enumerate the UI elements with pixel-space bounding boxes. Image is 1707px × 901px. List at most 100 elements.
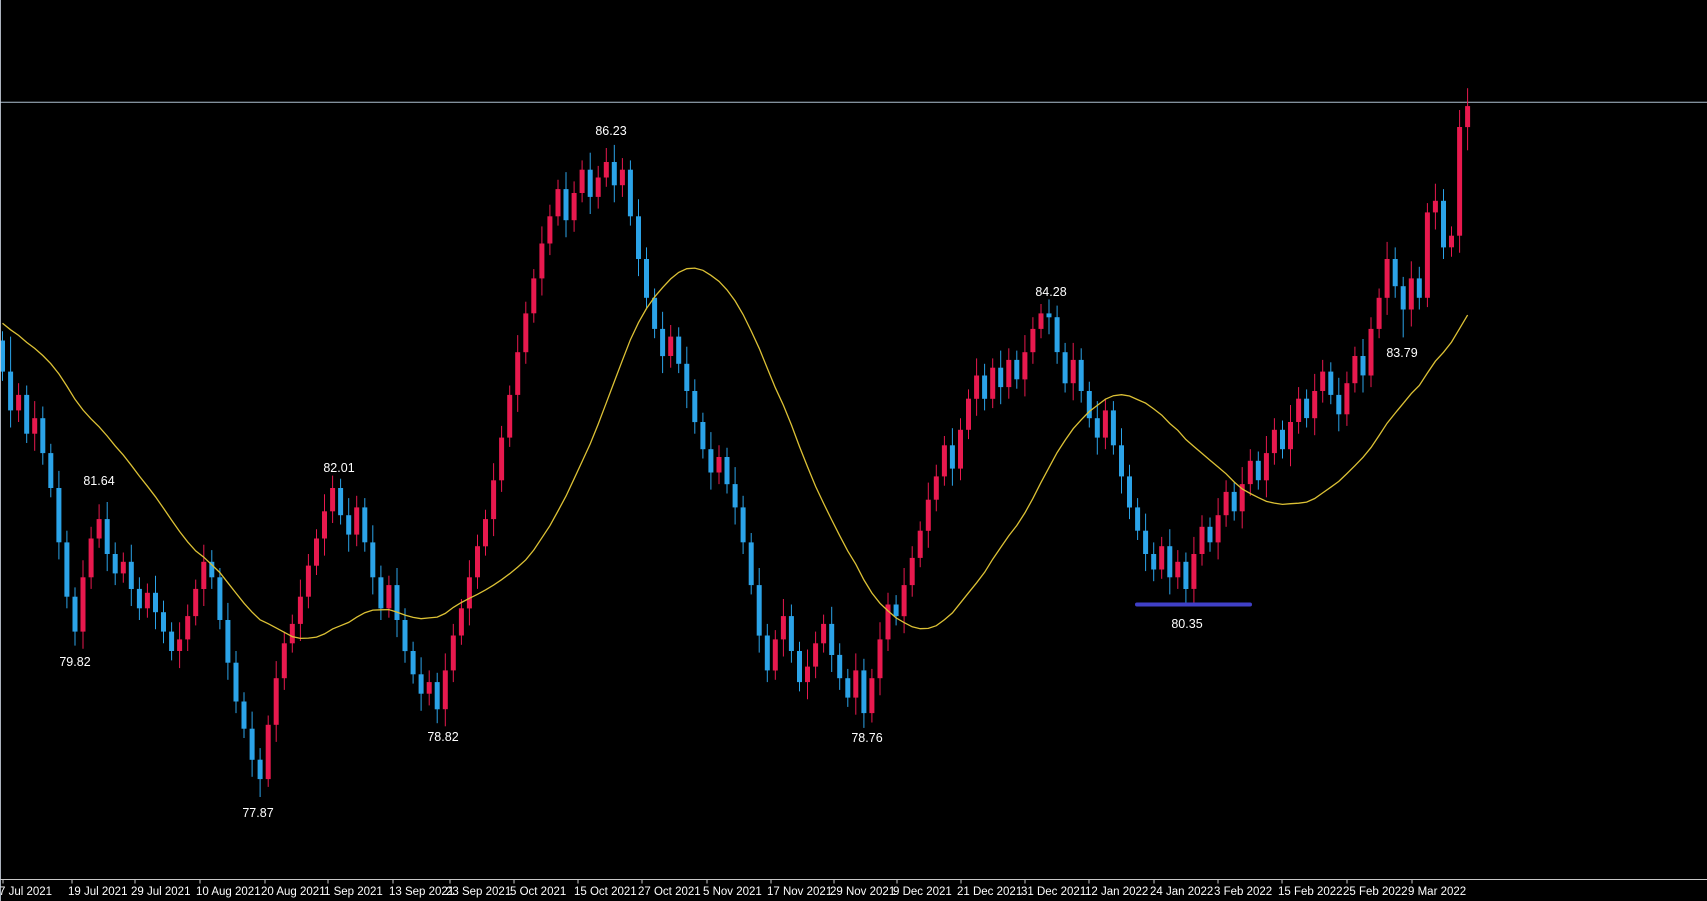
candle-body: [692, 391, 698, 423]
candle-body: [466, 577, 472, 609]
candle-body: [668, 336, 674, 356]
candle-body: [241, 701, 247, 729]
candle-body: [821, 623, 827, 644]
candle-body: [112, 554, 118, 574]
candle-body: [893, 604, 899, 617]
candle-body: [1070, 359, 1076, 384]
candle-body: [1312, 391, 1318, 419]
candle-body: [837, 654, 843, 679]
candle-body: [966, 398, 971, 430]
candle-body: [346, 515, 352, 535]
candle-body: [571, 193, 577, 221]
candle-body: [877, 639, 883, 679]
candle-body: [217, 577, 223, 620]
candle-body: [442, 670, 448, 710]
candle-body: [1143, 530, 1149, 554]
candle-body: [354, 507, 360, 535]
x-axis-label: 1 Sep 2021: [324, 886, 383, 898]
candle-body: [483, 519, 488, 547]
candle-body: [1078, 359, 1084, 391]
candle-body: [732, 484, 738, 508]
candle-body: [161, 612, 166, 632]
swing-price-label: 84.28: [1035, 285, 1066, 299]
candle-body: [289, 623, 295, 644]
candle-body: [40, 418, 46, 454]
candle-body: [595, 177, 601, 197]
swing-price-label: 79.82: [59, 655, 90, 669]
candle-body: [458, 608, 464, 636]
x-axis-label: 9 Mar 2022: [1408, 886, 1466, 898]
x-axis-label: 27 Oct 2021: [638, 886, 701, 898]
x-axis-label: 24 Jan 2022: [1150, 886, 1213, 898]
candle-body: [1046, 313, 1052, 318]
candle-body: [676, 336, 682, 364]
candle-body: [813, 643, 819, 667]
candle-body: [0, 340, 5, 372]
x-axis-label: 3 Feb 2022: [1214, 886, 1272, 898]
candle-body: [998, 367, 1004, 388]
candle-body: [297, 596, 303, 624]
candle-body: [982, 375, 988, 399]
candle-body: [1167, 546, 1173, 578]
x-axis-label: 31 Dec 2021: [1021, 886, 1086, 898]
candle-body: [901, 585, 907, 617]
candle-body: [88, 538, 94, 578]
swing-price-label: 86.23: [595, 124, 626, 138]
candle-body: [716, 457, 722, 473]
candle-body: [201, 561, 207, 589]
x-axis[interactable]: 7 Jul 2021 19 Jul 2021 29 Jul 2021 10 Aug 2…: [0, 879, 1707, 899]
swing-price-label: 80.35: [1171, 617, 1202, 631]
candle-body: [853, 670, 859, 698]
candle-body: [861, 670, 867, 714]
x-axis-label: 7 Jul 2021: [0, 886, 52, 898]
candle-body: [1151, 554, 1157, 570]
candle-body: [1384, 259, 1390, 298]
candle-body: [933, 476, 939, 500]
candle-body: [128, 561, 134, 589]
x-axis-label: 5 Oct 2021: [510, 886, 566, 898]
candle-body: [1102, 410, 1108, 438]
swing-price-label: 83.79: [1386, 346, 1417, 360]
candle-body: [1376, 297, 1382, 329]
swing-price-label: 77.87: [242, 806, 273, 820]
candle-body: [660, 328, 666, 357]
candle-body: [394, 585, 400, 620]
x-axis-label: 20 Aug 2021: [261, 886, 326, 898]
candle-body: [611, 162, 617, 186]
candle-body: [1231, 491, 1237, 512]
x-axis-label: 23 Sep 2021: [446, 886, 511, 898]
candle-body: [539, 243, 545, 279]
x-axis-label: 13 Sep 2021: [389, 886, 454, 898]
candle-body: [1119, 445, 1124, 477]
candle-body: [491, 480, 497, 520]
candle-body: [265, 724, 271, 780]
candle-body: [1449, 235, 1454, 248]
candle-body: [949, 445, 955, 469]
candle-body: [1239, 484, 1245, 512]
x-axis-label: 19 Jul 2021: [68, 886, 127, 898]
candle-body: [48, 453, 54, 488]
candle-body: [1352, 356, 1358, 384]
candle-body: [563, 189, 569, 221]
candle-body: [362, 507, 368, 543]
candle-body: [1263, 453, 1269, 481]
candle-body: [515, 352, 521, 395]
candle-body: [523, 313, 529, 353]
candle-body: [636, 216, 641, 259]
candle-body: [1368, 328, 1374, 376]
x-axis-label: 17 Nov 2021: [767, 886, 832, 898]
candle-body: [72, 596, 78, 632]
swing-price-label: 81.64: [83, 474, 114, 488]
candle-body: [96, 519, 102, 539]
candle-body: [402, 620, 408, 652]
candle-body: [209, 561, 215, 578]
candle-body: [1288, 422, 1293, 450]
candle-body: [1247, 460, 1253, 485]
candle-body: [555, 189, 561, 217]
x-axis-label: 5 Nov 2021: [703, 886, 762, 898]
candle-body: [386, 585, 392, 609]
candle-body: [885, 604, 891, 640]
